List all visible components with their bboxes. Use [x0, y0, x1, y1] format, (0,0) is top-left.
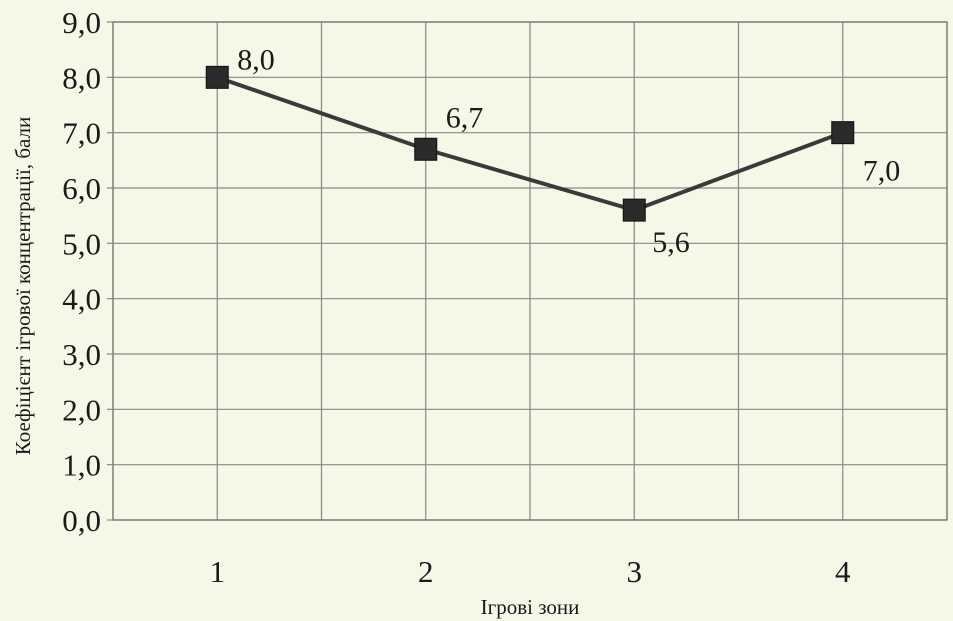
y-tick-label: 3,0: [62, 337, 101, 372]
x-tick-label: 3: [627, 554, 643, 589]
data-point-marker: [622, 198, 646, 222]
y-tick-label: 1,0: [62, 448, 101, 483]
y-tick-label: 5,0: [62, 226, 101, 261]
y-tick-label: 9,0: [62, 5, 101, 40]
data-label: 7,0: [863, 155, 901, 188]
y-tick-label: 4,0: [62, 282, 101, 317]
data-labels: 8,0 6,7 5,6 7,0: [237, 43, 900, 259]
data-label: 8,0: [237, 43, 275, 76]
gridlines: [107, 21, 948, 521]
y-axis-ticks: 0,0 1,0 2,0 3,0 4,0 5,0 6,0 7,0 8,0 9,0: [62, 5, 101, 538]
x-axis-title: Ігрові зони: [481, 595, 580, 619]
data-point-marker: [205, 65, 229, 89]
plot-frame: [112, 21, 948, 521]
x-tick-label: 1: [210, 554, 226, 589]
y-tick-label: 6,0: [62, 171, 101, 206]
x-axis-ticks: 1 2 3 4: [210, 554, 852, 589]
x-tick-label: 2: [418, 554, 434, 589]
series-line: [216, 75, 844, 213]
x-tick-label: 4: [835, 554, 851, 589]
y-tick-label: 7,0: [62, 116, 101, 151]
data-label: 6,7: [446, 101, 484, 134]
y-tick-label: 8,0: [62, 60, 101, 95]
data-point-marker: [831, 121, 855, 145]
data-label: 5,6: [652, 226, 690, 259]
y-tick-label: 2,0: [62, 392, 101, 427]
data-point-marker: [414, 137, 438, 161]
y-tick-label: 0,0: [62, 503, 101, 538]
data-series: [205, 65, 855, 222]
y-axis-title: Коефіцієнт ігрової концентрації, бали: [11, 117, 35, 456]
